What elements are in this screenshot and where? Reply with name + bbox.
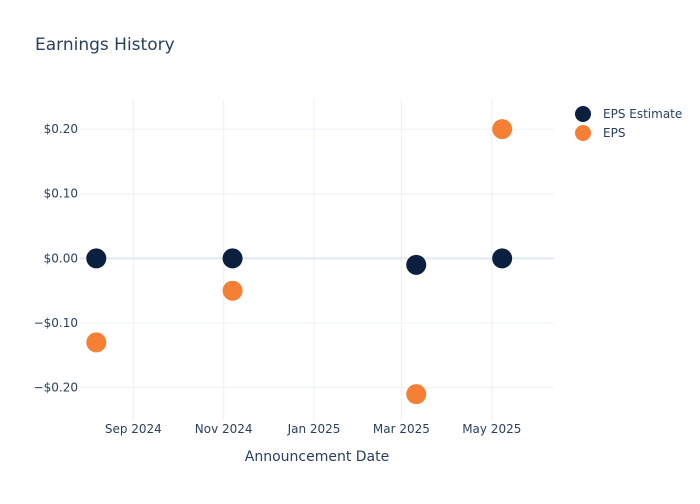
x-tick-label: Sep 2024 (105, 422, 162, 436)
eps-point[interactable] (406, 384, 427, 405)
legend-item-eps-estimate[interactable]: EPS Estimate (575, 106, 682, 122)
y-tick-label: $0.20 (44, 122, 78, 136)
points-layer (86, 119, 513, 405)
x-tick-label: Nov 2024 (195, 422, 253, 436)
x-tick-label: Mar 2025 (373, 422, 430, 436)
legend[interactable]: EPS Estimate EPS (575, 106, 682, 141)
eps-estimate-point[interactable] (86, 248, 107, 269)
legend-label: EPS Estimate (603, 107, 682, 121)
legend-label: EPS (603, 126, 625, 140)
x-tick-label: May 2025 (462, 422, 521, 436)
axis-layer: Sep 2024 Nov 2024 Jan 2025 Mar 2025 May 2025… (34, 122, 522, 436)
eps-point[interactable] (86, 332, 107, 353)
eps-point[interactable] (492, 119, 513, 140)
legend-marker (575, 125, 591, 141)
y-tick-label: −$0.10 (34, 316, 78, 330)
y-tick-label: −$0.20 (34, 381, 78, 395)
chart-title: Earnings History (35, 35, 175, 55)
eps-estimate-point[interactable] (406, 254, 427, 275)
y-tick-label: $0.00 (44, 251, 78, 265)
eps-estimate-point[interactable] (492, 248, 513, 269)
x-tick-label: Jan 2025 (287, 422, 341, 436)
legend-marker (575, 106, 591, 122)
eps-point[interactable] (222, 280, 243, 301)
eps-estimate-point[interactable] (222, 248, 243, 269)
y-tick-label: $0.10 (44, 187, 78, 201)
legend-item-eps[interactable]: EPS (575, 125, 625, 141)
x-axis-title: Announcement Date (245, 449, 389, 465)
